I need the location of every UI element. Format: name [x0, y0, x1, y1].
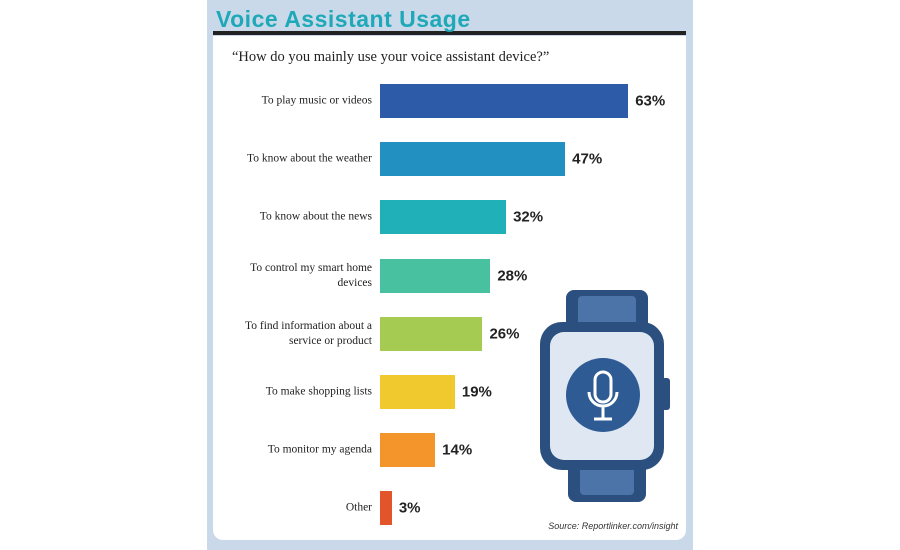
mic-stand: [587, 391, 619, 421]
watch-band-inner: [580, 465, 634, 495]
category-label: To play music or videos: [261, 94, 372, 107]
value-label: 14%: [442, 441, 473, 459]
mic-circle: [566, 358, 640, 432]
value-label: 63%: [635, 92, 666, 110]
bar: [380, 491, 392, 526]
category-label: To find information about a service or p…: [245, 319, 372, 347]
category-label: To know about the weather: [246, 152, 372, 165]
title-rule: [213, 31, 686, 35]
bar: [380, 84, 629, 118]
watch-band-inner: [578, 296, 636, 326]
value-label: 32%: [513, 208, 544, 226]
value-label: 19%: [461, 383, 492, 401]
value-label: 28%: [497, 267, 528, 285]
category-label: Other: [345, 501, 372, 514]
chart-subtitle: “How do you mainly use your voice assist…: [232, 49, 550, 65]
mic-head: [593, 370, 613, 404]
bar: [380, 375, 455, 409]
bar: [380, 142, 566, 177]
value-label: 3%: [398, 499, 421, 517]
category-label: To know about the news: [259, 210, 372, 223]
category-label: To monitor my agenda: [267, 443, 372, 456]
bar: [380, 433, 436, 468]
value-label: 47%: [572, 150, 603, 168]
bar: [380, 200, 507, 235]
value-label: 26%: [489, 325, 520, 343]
bar: [380, 316, 483, 351]
chart-title: Voice Assistant Usage: [216, 6, 471, 32]
category-label: To control my smart home devices: [250, 261, 372, 289]
bar: [380, 258, 491, 293]
category-label: To make shopping lists: [265, 385, 372, 398]
source-note: Source: Reportlinker.com/insight: [548, 521, 678, 531]
